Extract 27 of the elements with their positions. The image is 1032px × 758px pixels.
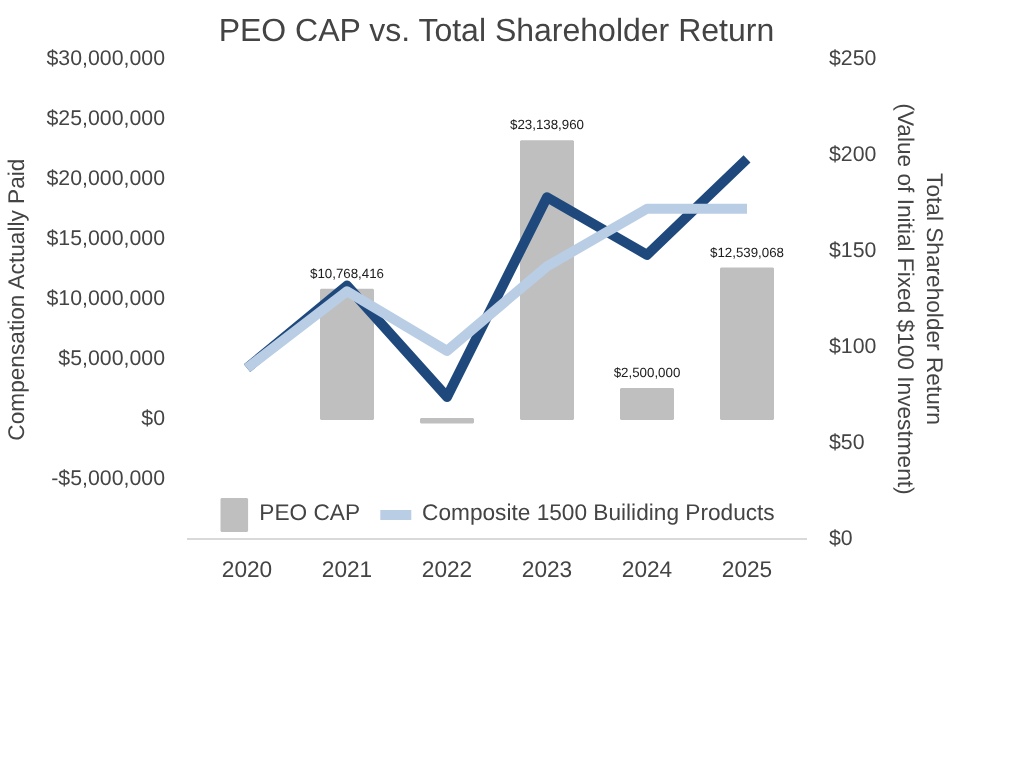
y-axis-title: Compensation Actually Paid (6, 158, 31, 441)
x-tick-label: 2023 (521, 559, 573, 583)
x-tick-label: 2024 (621, 559, 673, 583)
x-tick-label: 2020 (221, 559, 273, 583)
y2-tick-label: $250 (829, 47, 877, 71)
x-tick-label: 2021 (321, 559, 373, 583)
x-tick-label: 2022 (421, 559, 473, 583)
x-tick-label: 2025 (721, 559, 773, 583)
y2-axis-title: Total Shareholder Return (Value of Initial Fixed $100 Investment) (892, 103, 946, 496)
y2-tick-label: $0 (829, 527, 853, 551)
legend-label: PEO CAP (259, 502, 361, 526)
y-tick-label: $20,000,000 (46, 167, 166, 191)
y-tick-label: $10,000,000 (46, 287, 166, 311)
y2-tick-label: $200 (829, 143, 877, 167)
y-tick-label: $0 (141, 407, 166, 431)
y2-tick-label: $50 (829, 431, 865, 455)
y2-tick-label: $150 (829, 239, 877, 263)
y-tick-label: $25,000,000 (46, 107, 166, 131)
y2-tick-label: $100 (829, 335, 877, 359)
y-tick-label: $30,000,000 (46, 47, 166, 71)
y-tick-label: $15,000,000 (46, 227, 166, 251)
bar (620, 388, 674, 420)
legend-label: Composite 1500 Builiding Products (422, 502, 775, 526)
y-tick-label: -$5,000,000 (51, 467, 166, 491)
chart-title: PEO CAP vs. Total Shareholder Return (218, 15, 775, 49)
y-tick-label: $5,000,000 (58, 347, 166, 371)
bar (720, 267, 774, 420)
